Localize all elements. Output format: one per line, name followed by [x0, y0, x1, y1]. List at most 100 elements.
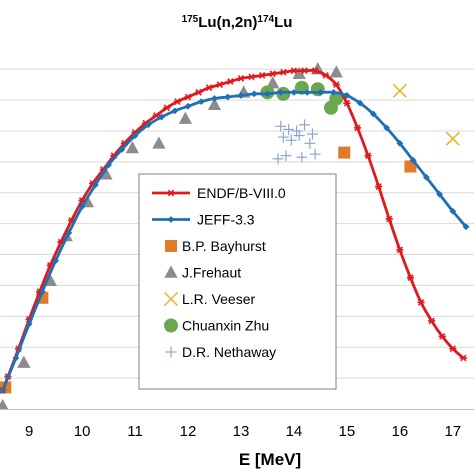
d-r-nethaway-point — [272, 153, 284, 165]
endf-b-viii-0-point — [385, 215, 393, 223]
jeff-3-3-point — [224, 93, 232, 101]
jeff-3-3-point — [91, 181, 99, 189]
legend-label: ENDF/B-VIII.0 — [197, 185, 286, 201]
jeff-3-3-point — [65, 229, 73, 237]
x-axis-label: E [MeV] — [239, 450, 301, 469]
jeff-3-3-point — [144, 121, 152, 129]
legend-marker — [165, 346, 177, 358]
series-d-r-nethaway — [272, 119, 321, 165]
endf-b-viii-0-point — [449, 345, 457, 353]
j-frehaut-point — [99, 167, 113, 180]
legend-item-l-r-veeser: L.R. Veeser — [163, 291, 255, 307]
endf-b-viii-0-point — [417, 299, 425, 306]
legend-label: JEFF-3.3 — [197, 212, 255, 228]
legend-item-d-r-nethaway: D.R. Nethaway — [165, 344, 276, 360]
legend-marker — [165, 240, 177, 252]
endf-b-viii-0-point — [332, 81, 340, 89]
endf-b-viii-0-point — [364, 152, 372, 160]
legend-label: Chuanxin Zhu — [182, 318, 269, 334]
endf-b-viii-0-point — [300, 67, 309, 75]
endf-b-viii-0-point — [279, 68, 287, 76]
j-frehaut-point — [0, 398, 9, 410]
jeff-3-3-point — [330, 88, 338, 96]
jeff-3-3-point — [436, 190, 443, 198]
d-r-nethaway-point — [285, 134, 297, 146]
jeff-3-3-point — [277, 88, 285, 96]
legend-item-b-p-bayhurst: B.P. Bayhurst — [165, 238, 266, 254]
j-frehaut-point — [266, 76, 280, 89]
jeff-3-3-point — [118, 146, 126, 153]
endf-b-viii-0-point — [353, 124, 362, 132]
d-r-nethaway-point — [309, 148, 321, 160]
series-l-r-veeser — [392, 83, 460, 146]
endf-b-viii-0-point — [311, 67, 319, 75]
legend-marker — [163, 291, 179, 307]
endf-b-viii-0-point — [396, 246, 404, 254]
x-tick-labels: 9 10 11 12 13 14 15 16 17 — [25, 423, 461, 440]
jeff-3-3-point — [317, 88, 324, 96]
j-frehaut-point — [329, 65, 343, 78]
legend-marker — [167, 189, 175, 197]
x-tick-label: 13 — [233, 423, 250, 440]
jeff-3-3-point — [462, 223, 470, 231]
jeff-3-3-point — [184, 102, 192, 110]
x-tick-label: 11 — [127, 423, 143, 440]
d-r-nethaway-point — [280, 150, 292, 162]
jeff-3-3-point — [52, 257, 60, 265]
jeff-3-3-point — [369, 110, 377, 118]
x-tick-label: 15 — [339, 423, 356, 440]
jeff-3-3-point — [383, 124, 391, 132]
legend-item-chuanxin-zhu: Chuanxin Zhu — [164, 318, 269, 334]
d-r-nethaway-point — [293, 130, 305, 142]
endf-b-viii-0-point — [343, 99, 351, 107]
endf-b-viii-0-point — [184, 93, 192, 101]
endf-b-viii-0-point — [237, 75, 245, 82]
endf-b-viii-0-point — [195, 88, 203, 96]
jeff-3-3-point — [449, 207, 457, 215]
endf-b-viii-0-point — [173, 98, 182, 106]
legend-marker — [167, 216, 175, 223]
l-r-veeser-point — [445, 131, 460, 146]
legend-item-j-frehaut: J.Frehaut — [164, 265, 241, 281]
chuanxin-zhu-point — [329, 91, 344, 106]
endf-b-viii-0-point — [258, 71, 266, 79]
jeff-3-3-point — [250, 90, 258, 98]
endf-b-viii-0-point — [205, 84, 213, 92]
jeff-3-3-point — [343, 92, 351, 99]
j-frehaut-point — [152, 136, 166, 149]
jeff-3-3-point — [396, 139, 404, 147]
jeff-3-3-point — [38, 288, 46, 296]
jeff-3-3-point — [197, 98, 205, 106]
d-r-nethaway-point — [296, 151, 308, 163]
jeff-3-3-point — [105, 161, 112, 169]
legend-label: B.P. Bayhurst — [182, 238, 266, 254]
jeff-3-3-point — [171, 107, 179, 115]
jeff-3-3-point — [290, 88, 298, 96]
legend-label: L.R. Veeser — [182, 291, 255, 307]
jeff-3-3-point — [264, 90, 271, 98]
d-r-nethaway-point — [306, 128, 318, 140]
x-tick-label: 16 — [392, 423, 409, 440]
endf-b-viii-0-point — [290, 67, 298, 75]
series-jeff-3-3 — [0, 88, 470, 394]
endf-b-viii-0-point — [438, 332, 446, 340]
j-frehaut-point — [17, 355, 31, 368]
d-r-nethaway-point — [299, 119, 311, 131]
b-p-bayhurst-point — [0, 381, 12, 394]
endf-b-viii-0-point — [322, 71, 330, 79]
jeff-3-3-point — [356, 99, 364, 107]
endf-b-viii-0-point — [226, 78, 234, 85]
endf-b-viii-0-point — [406, 274, 415, 282]
d-r-nethaway-point — [291, 125, 303, 137]
jeff-3-3-point — [78, 203, 86, 211]
legend-box — [138, 173, 337, 390]
jeff-3-3-point — [131, 132, 139, 139]
x-tick-label: 9 — [25, 423, 33, 440]
j-frehaut-point — [125, 140, 140, 154]
x-tick-label: 14 — [286, 423, 303, 440]
legend: ENDF/B-VIII.0 JEFF-3.3 B.P. Bayhurst J.Freh… — [138, 173, 337, 390]
title-reaction: Lu(n,2n) — [198, 14, 257, 31]
chuanxin-zhu-point — [310, 82, 325, 97]
legend-item-endf-b-viii-0: ENDF/B-VIII.0 — [152, 185, 286, 201]
